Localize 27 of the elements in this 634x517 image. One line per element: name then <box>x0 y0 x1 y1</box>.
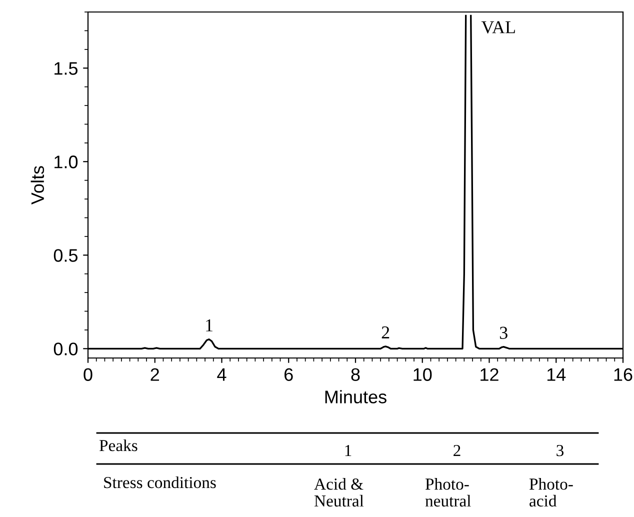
text: 2 <box>454 444 460 456</box>
x-tick-label: 12 <box>480 368 498 381</box>
y-tick-label: 1.5 <box>54 62 78 75</box>
x-axis-title: Minutes <box>325 390 386 404</box>
text: Stress conditions <box>104 476 216 488</box>
annotation: 3 <box>500 326 508 339</box>
annotation: 1 <box>206 319 212 332</box>
x-tick-label: 14 <box>547 368 566 381</box>
x-tick-label: 6 <box>284 368 293 381</box>
x-tick-label: 4 <box>217 368 226 381</box>
text: Acid & Neutral <box>314 478 364 507</box>
y-tick-label: 0.0 <box>54 342 78 356</box>
y-tick-label: 1.0 <box>54 156 78 168</box>
x-tick-label: 0 <box>84 368 92 381</box>
text: Photo- neutral <box>425 478 471 507</box>
x-tick-label: 16 <box>614 368 632 381</box>
annotation: VAL <box>481 21 515 34</box>
x-tick-label: 2 <box>150 368 159 381</box>
text: 3 <box>556 444 564 456</box>
x-tick-label: 10 <box>414 368 432 381</box>
y-axis-title: Volts <box>30 166 44 204</box>
y-tick-label: 0.5 <box>54 249 78 262</box>
text: 1 <box>345 445 352 456</box>
annotation: 2 <box>382 326 390 338</box>
x-tick-label: 8 <box>351 368 360 381</box>
text: Photo- acid <box>529 478 573 507</box>
text: Peaks <box>99 439 138 452</box>
